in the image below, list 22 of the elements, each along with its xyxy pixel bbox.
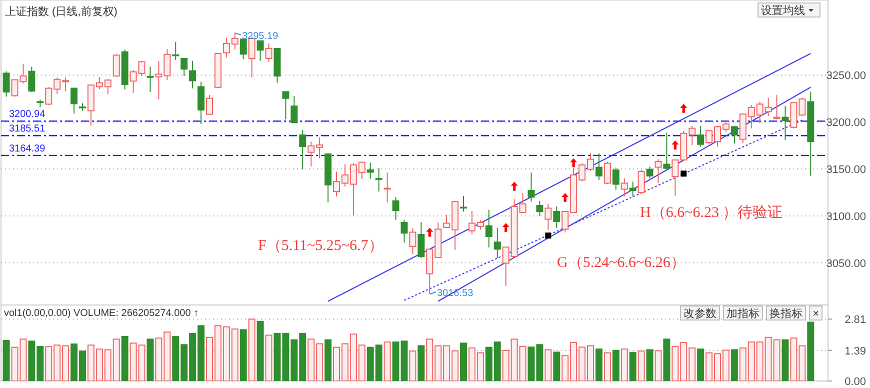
annotation: 3295.19 [242,31,279,42]
annotation: 设置均线 [761,4,805,17]
y-tick-label: 3050.00 [826,258,866,270]
text: 上证指数 (日线,前复权) [5,5,118,18]
ref-line-label: 3185.51 [9,124,46,135]
ref-line-label: 3164.39 [9,143,46,154]
annotation: × [812,308,819,320]
y-tick-label: 1.39 [844,345,866,358]
annotation: 加指标 [726,307,760,320]
annotation: G（5.24~6.6~6.26） [557,255,686,271]
annotation: 换指标 [770,308,803,320]
chart-subtitle: vol1(0.00,0.00) VOLUME: 266205274.000 ↑ [4,308,199,319]
annotation: H（6.6~6.23 ）待验证 [640,204,783,221]
y-tick-label: 3200.00 [826,117,866,129]
y-tick-label: 2.81 [844,314,866,326]
annotation: F（5.11~5.25~6.7） [258,238,384,254]
y-tick-label: 0.00 [844,376,866,388]
ref-line-label: 3200.94 [9,109,46,120]
annotation: 改参数 [684,307,717,320]
y-tick-label: 3100.00 [826,210,866,223]
y-tick-label: 3250.00 [826,70,866,82]
y-tick-label: 3150.00 [826,164,866,176]
